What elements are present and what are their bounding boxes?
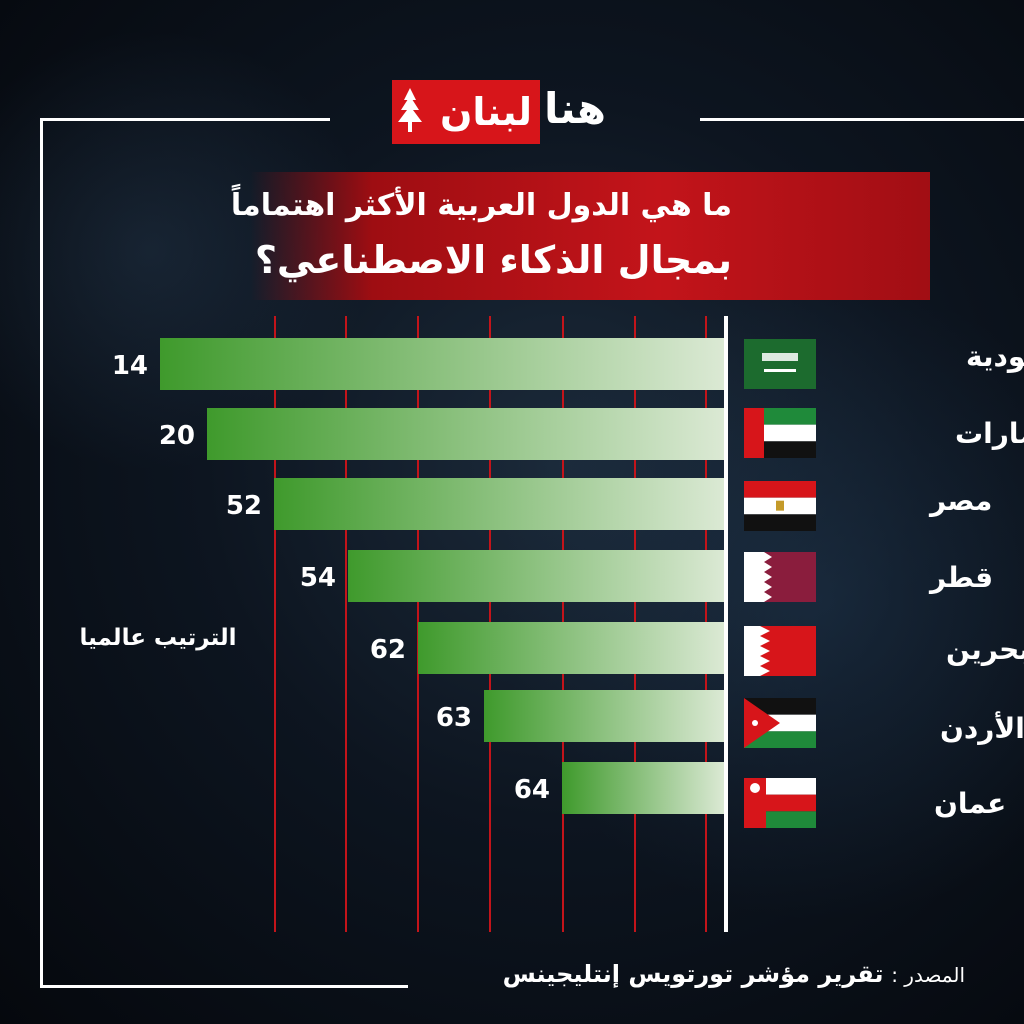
- value-axis-label: الترتيب عالميا: [79, 625, 237, 651]
- category-label: الأردن: [940, 711, 1024, 745]
- cedar-icon: [398, 88, 422, 132]
- source-label: المصدر :: [891, 963, 965, 987]
- title-band: [250, 172, 930, 300]
- category-label: السعودية: [966, 340, 1024, 373]
- source-value: تقرير مؤشر تورتويس إنتليجينس: [502, 960, 884, 988]
- title-line-2: بمجال الذكاء الاصطناعي؟: [254, 238, 732, 282]
- category-label: قطر: [928, 561, 993, 594]
- chart-axis-line: [724, 316, 728, 932]
- bar: [207, 408, 724, 460]
- data-label: 14: [112, 351, 148, 381]
- egypt-flag-icon: [744, 481, 816, 531]
- saudi-flag-icon: [744, 339, 816, 389]
- data-label: 52: [226, 491, 262, 521]
- category-label: مصر: [928, 484, 992, 517]
- qatar-flag-icon: [744, 552, 816, 602]
- bahrain-flag-icon: [744, 626, 816, 676]
- bar: [274, 478, 724, 530]
- category-label: الإمارات: [955, 417, 1024, 450]
- oman-flag-icon: [744, 778, 816, 828]
- jordan-flag-icon: [744, 698, 816, 748]
- bar: [484, 690, 724, 742]
- logo-word-lebanon: لبنان: [440, 90, 532, 134]
- frame-line-top-right: [700, 118, 1024, 121]
- data-label: 54: [300, 563, 336, 593]
- logo-word-here: هنا: [544, 84, 607, 133]
- uae-flag-icon: [744, 408, 816, 458]
- frame-line-left: [40, 118, 43, 988]
- data-label: 63: [436, 703, 472, 733]
- source-note: المصدر : تقرير مؤشر تورتويس إنتليجينس: [430, 960, 965, 988]
- bar: [160, 338, 724, 390]
- frame-line-top-left: [40, 118, 330, 121]
- bar: [418, 622, 724, 674]
- title-line-1: ما هي الدول العربية الأكثر اهتماماً: [230, 188, 732, 223]
- brand-logo: لبنان هنا: [392, 80, 642, 144]
- bar: [562, 762, 724, 814]
- data-label: 64: [514, 775, 550, 805]
- category-label: عمان: [934, 787, 1006, 820]
- bar: [348, 550, 724, 602]
- frame-line-bottom: [40, 985, 408, 988]
- data-label: 20: [159, 421, 195, 451]
- data-label: 62: [370, 635, 406, 665]
- logo-red-block: لبنان: [392, 80, 540, 144]
- category-label: البحرين: [946, 633, 1024, 666]
